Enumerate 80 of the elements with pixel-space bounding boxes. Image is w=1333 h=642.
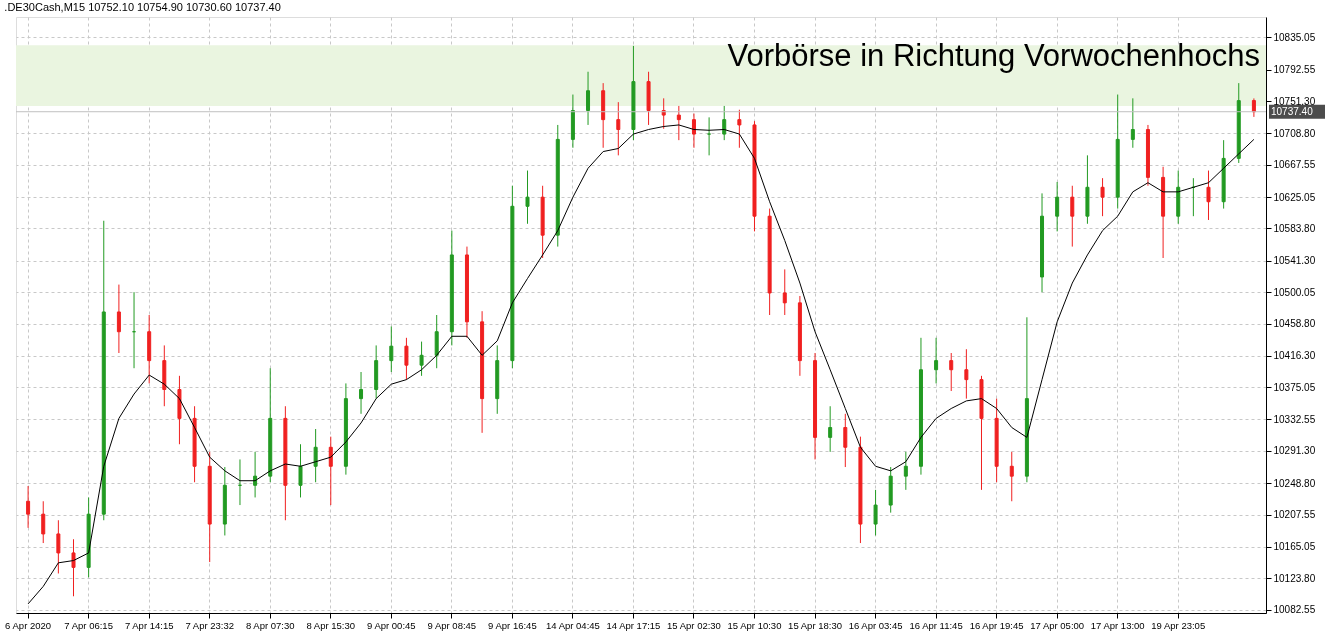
- x-tick-label: 6 Apr 2020: [5, 619, 52, 631]
- x-tick-label: 17 Apr 13:00: [1090, 619, 1145, 631]
- chart-title: .DE30Cash,M15 10752.10 10754.90 10730.60 10737.40: [4, 1, 281, 13]
- y-tick-label: 10835.05: [1273, 31, 1316, 43]
- y-tick-label: 10082.55: [1273, 604, 1316, 616]
- y-tick-label: 10541.30: [1273, 255, 1316, 267]
- candlestick: [298, 443, 303, 498]
- candlestick: [26, 485, 31, 529]
- x-tick-label: 9 Apr 16:45: [488, 619, 537, 631]
- x-tick-label: 9 Apr 00:45: [367, 619, 416, 631]
- candlestick: [691, 113, 696, 149]
- y-tick-label: 10708.80: [1273, 127, 1316, 139]
- y-tick-label: 10500.05: [1273, 286, 1316, 298]
- y-tick-label: 10625.05: [1273, 191, 1316, 203]
- x-tick-label: 16 Apr 19:45: [969, 619, 1024, 631]
- candlestick: [116, 284, 121, 354]
- candlestick: [782, 268, 787, 316]
- candlestick: [1100, 177, 1105, 217]
- y-tick-label: 10248.80: [1273, 477, 1316, 489]
- annotation: Vorbörse in Richtung Vorwochenhochs: [727, 38, 1260, 73]
- y-tick-label: 10123.80: [1273, 572, 1316, 584]
- candlestick: [828, 405, 833, 453]
- candlestick: [873, 489, 878, 536]
- y-tick-label: 10667.55: [1273, 159, 1316, 171]
- x-tick-label: 16 Apr 11:45: [909, 619, 963, 631]
- candlestick: [1055, 181, 1060, 232]
- candlestick: [1206, 170, 1211, 221]
- x-tick-label: 7 Apr 14:15: [124, 619, 174, 631]
- candlestick: [661, 97, 666, 130]
- x-tick-label: 14 Apr 17:15: [606, 619, 661, 631]
- x-tick-label: 15 Apr 10:30: [727, 619, 782, 631]
- x-tick-label: 15 Apr 18:30: [788, 619, 842, 631]
- candlestick: [313, 428, 318, 483]
- x-tick-label: 15 Apr 02:30: [667, 619, 721, 631]
- candlestick: [903, 451, 908, 491]
- x-tick-label: 9 Apr 08:45: [427, 619, 477, 631]
- candlestick: [389, 325, 394, 373]
- candlestick: [253, 451, 258, 498]
- y-tick-label: 10332.55: [1273, 413, 1316, 425]
- candlestick: [328, 436, 333, 506]
- y-tick-label: 10291.30: [1273, 445, 1316, 457]
- x-tick-label: 8 Apr 15:30: [306, 619, 356, 631]
- candlestick: [964, 348, 969, 400]
- candlestick: [434, 314, 439, 369]
- candlestick: [949, 352, 954, 392]
- candlestick: [934, 337, 939, 384]
- y-tick-label: 10751.30: [1273, 95, 1316, 107]
- candlestick: [737, 109, 742, 149]
- candlestick: [616, 101, 621, 156]
- candlestick: [843, 413, 848, 468]
- x-tick-label: 8 Apr 07:30: [245, 619, 295, 631]
- ref-line-label: 10737.40: [1271, 105, 1314, 117]
- y-tick-label: 10375.05: [1273, 381, 1316, 393]
- candlestick: [41, 500, 46, 544]
- x-tick-label: 14 Apr 04:45: [545, 619, 600, 631]
- y-tick-label: 10207.55: [1273, 509, 1316, 521]
- candlestick: [707, 116, 712, 156]
- x-tick-label: 7 Apr 23:32: [185, 619, 235, 631]
- x-tick-label: 7 Apr 06:15: [64, 619, 113, 631]
- candlestick: [359, 371, 364, 415]
- x-tick-label: 16 Apr 03:45: [848, 619, 903, 631]
- candlestick: [1251, 97, 1256, 118]
- candlestick: [525, 170, 530, 225]
- candlestick: [722, 105, 727, 141]
- candlestick: [71, 538, 76, 597]
- y-tick-label: 10416.30: [1273, 350, 1316, 362]
- candlestick: [1009, 451, 1014, 502]
- y-tick-label: 10583.80: [1273, 222, 1316, 234]
- x-tick-label: 17 Apr 05:00: [1030, 619, 1085, 631]
- candlestick: [1130, 97, 1135, 149]
- candlestick: [404, 337, 409, 381]
- y-tick-label: 10792.55: [1273, 64, 1316, 76]
- candlestick: [56, 519, 61, 574]
- y-tick-label: 10165.05: [1273, 541, 1316, 553]
- y-tick-label: 10458.80: [1273, 318, 1316, 330]
- candlestick: [676, 105, 681, 141]
- candlestick: [1070, 185, 1075, 248]
- candlestick: [586, 71, 591, 126]
- x-tick-label: 19 Apr 23:05: [1151, 619, 1206, 631]
- candlestick: [419, 341, 424, 377]
